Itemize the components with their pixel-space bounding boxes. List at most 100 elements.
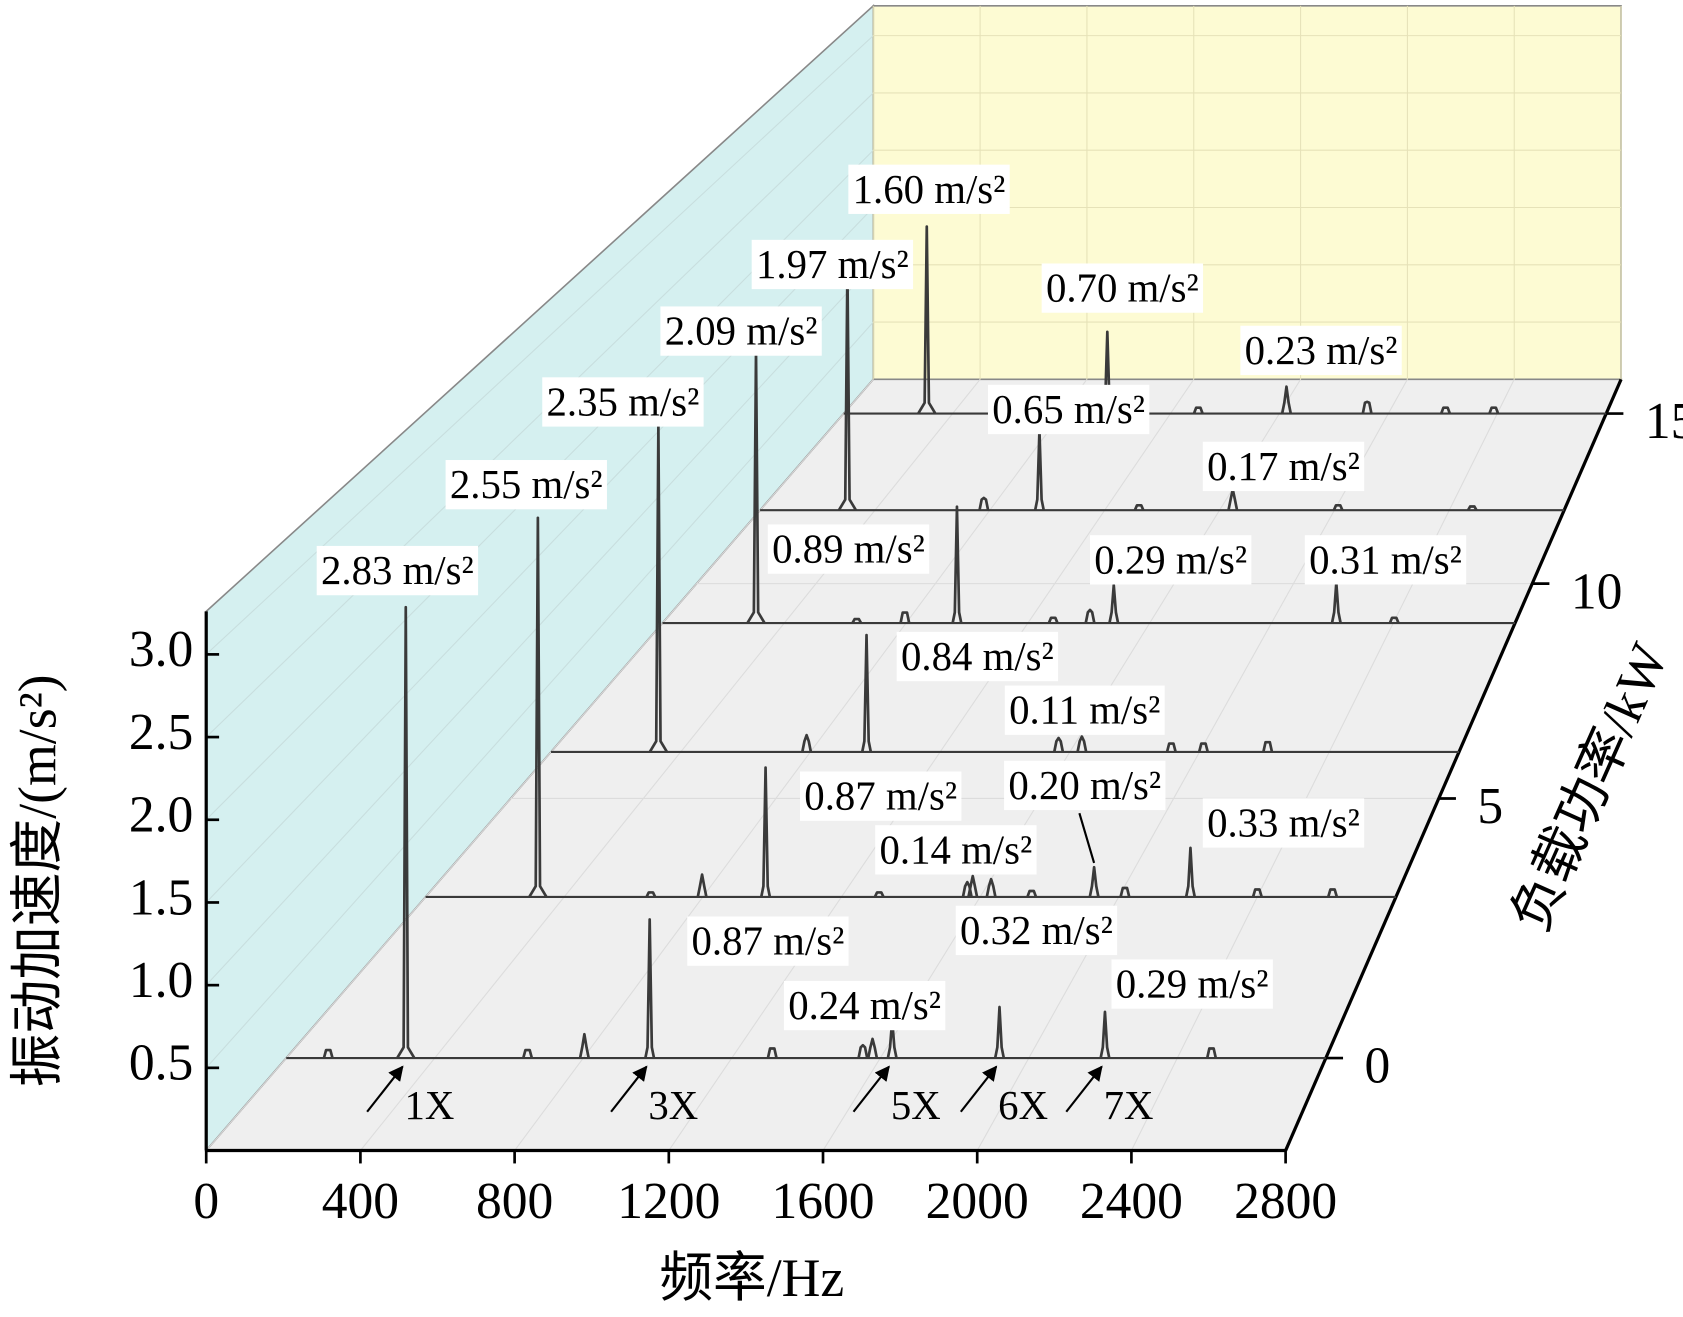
peak — [873, 891, 885, 898]
spectrum: 2.83 m/s² 0.87 m/s² 0.24 m/s² 0.32 m/s²0.29… — [286, 545, 1326, 1060]
peak — [645, 891, 657, 898]
spectrum: 1.60 m/s² 0.70 m/s² 0.23 m/s² — [843, 164, 1607, 415]
annotation-arrow — [852, 1065, 890, 1113]
grid-line — [514, 379, 1088, 1151]
annotation-label: 1X — [404, 1083, 454, 1128]
z-tick-label: 5 — [1477, 778, 1503, 835]
label-background — [1111, 959, 1273, 1009]
label-background — [848, 164, 1010, 214]
peak — [1052, 736, 1065, 753]
peak — [857, 1043, 869, 1059]
peak — [1326, 888, 1339, 898]
label-background — [1202, 798, 1365, 848]
x-axis-title: 频率/Hz — [659, 1248, 844, 1308]
peak — [1192, 406, 1204, 414]
spectrum: 1.97 m/s² 0.65 m/s² 0.17 m/s² — [751, 239, 1565, 512]
label-background — [1090, 535, 1252, 585]
label-background — [542, 377, 704, 427]
peak — [1184, 846, 1197, 898]
peak — [1488, 406, 1500, 414]
x-tick-label: 800 — [476, 1173, 553, 1230]
annotation-arrow — [1065, 1065, 1103, 1113]
x-tick-label: 0 — [193, 1173, 219, 1230]
label-background — [1041, 263, 1204, 313]
peak — [1108, 583, 1120, 624]
annotation-arrow — [610, 1065, 648, 1113]
spectrum: 2.55 m/s² 0.87 m/s² 0.14 m/s² 0.20 m/s² 0.33… — [425, 460, 1396, 899]
annotation-arrow — [959, 1065, 998, 1113]
x-tick-label: 1600 — [771, 1173, 874, 1230]
label-background — [767, 524, 930, 574]
value-label: 0.29 m/s² — [1094, 537, 1247, 582]
z-tick-label: 15 — [1645, 393, 1683, 450]
label-background — [783, 980, 946, 1031]
peak — [696, 873, 708, 898]
label-background — [1202, 441, 1365, 492]
x-tick-label: 1200 — [617, 1173, 720, 1230]
annotation-label: 7X — [1104, 1083, 1154, 1128]
z-axis — [1284, 378, 1623, 1152]
y-tick-label: 0.5 — [129, 1035, 193, 1092]
label-background — [1304, 535, 1467, 585]
grid-line — [668, 379, 1195, 1151]
label-background — [987, 384, 1150, 435]
peak — [860, 633, 873, 753]
value-label: 0.89 m/s² — [772, 527, 925, 572]
peak — [578, 1032, 590, 1059]
peak — [917, 225, 937, 415]
label-background — [800, 771, 962, 821]
label-background — [875, 825, 1037, 875]
value-label: 0.84 m/s² — [901, 634, 1054, 679]
grid-line — [205, 92, 874, 738]
value-label: 1.97 m/s² — [756, 242, 909, 287]
peak — [759, 766, 772, 898]
peak — [1076, 735, 1088, 753]
peak — [644, 918, 656, 1059]
peak — [1361, 400, 1373, 414]
peak — [1262, 740, 1274, 753]
z-tick-label: 0 — [1365, 1038, 1391, 1095]
z-axis-title: 负载功率/kW — [1500, 634, 1680, 939]
peak — [993, 1005, 1006, 1059]
spectrum: 2.35 m/s² 0.84 m/s² 0.11 m/s² — [542, 377, 1460, 754]
peak — [967, 874, 979, 898]
value-label: 0.29 m/s² — [1116, 962, 1269, 1007]
value-label: 0.32 m/s² — [960, 908, 1113, 953]
y-tick-label: 1.5 — [129, 869, 193, 926]
peak — [766, 1047, 778, 1059]
peak — [951, 505, 963, 624]
value-label: 0.23 m/s² — [1245, 328, 1398, 373]
label-background — [660, 306, 822, 356]
value-label: 0.24 m/s² — [788, 983, 941, 1028]
value-label: 0.11 m/s² — [1009, 688, 1160, 733]
peak — [866, 1037, 879, 1059]
value-label: 1.60 m/s² — [853, 167, 1006, 212]
peak — [851, 617, 863, 624]
peak — [1084, 608, 1096, 624]
label-background — [445, 460, 607, 510]
peak — [1251, 888, 1263, 898]
peak — [396, 605, 416, 1059]
peak — [1466, 505, 1478, 511]
peak — [521, 1048, 534, 1059]
label-background — [751, 239, 914, 290]
peak — [985, 877, 997, 898]
peak — [1133, 504, 1145, 511]
y-tick-label: 2.0 — [129, 787, 193, 844]
value-label: 0.17 m/s² — [1207, 444, 1360, 489]
value-label: 2.35 m/s² — [547, 379, 700, 424]
value-label: 0.65 m/s² — [992, 387, 1145, 432]
value-label: 0.31 m/s² — [1309, 537, 1462, 582]
peak — [528, 516, 548, 898]
peak — [1047, 616, 1059, 624]
value-label: 0.87 m/s² — [804, 774, 957, 819]
annotation-label: 5X — [891, 1083, 941, 1128]
peak — [1099, 1010, 1111, 1059]
peak — [1026, 889, 1038, 898]
peak — [1197, 742, 1210, 753]
peak — [800, 733, 813, 753]
label-background — [1004, 685, 1165, 735]
x-tick-label: 2800 — [1234, 1173, 1337, 1230]
value-label: 2.83 m/s² — [321, 548, 474, 593]
spectrum: 2.09 m/s² 0.89 m/s² 0.29 m/s² 0.31 m/s² — [660, 306, 1516, 625]
